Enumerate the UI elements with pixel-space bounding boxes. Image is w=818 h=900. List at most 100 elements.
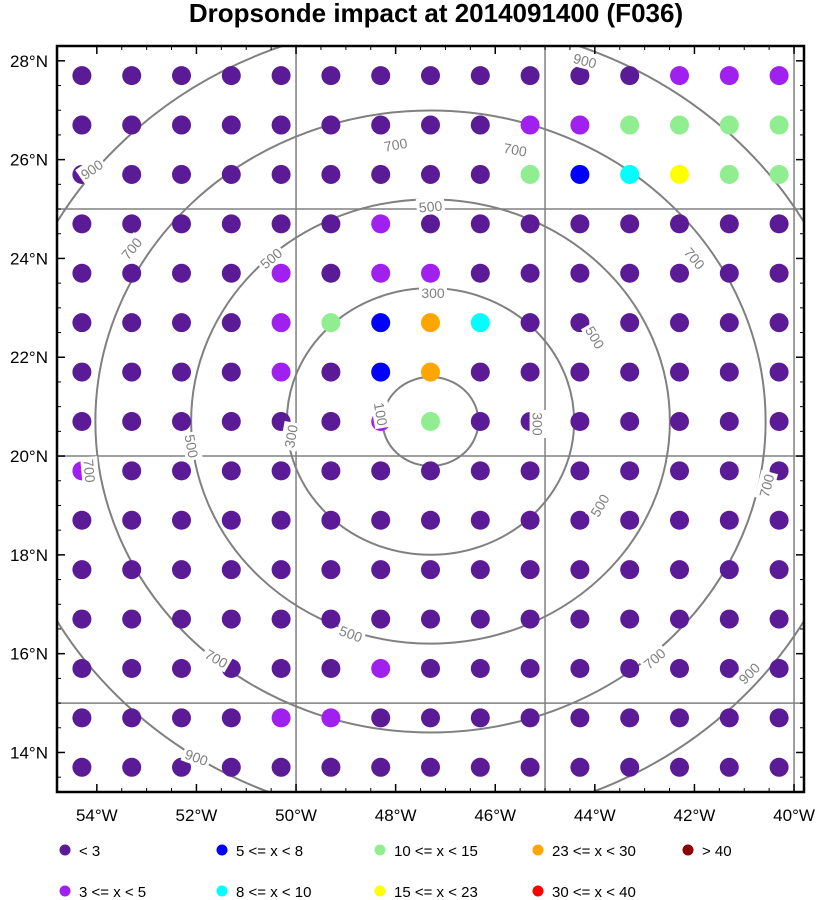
contour-label-background — [585, 488, 614, 522]
impact-point — [769, 708, 789, 728]
impact-point — [421, 757, 440, 777]
legend-swatch — [532, 844, 544, 856]
impact-point — [172, 658, 191, 678]
contour-label-background — [181, 430, 203, 462]
impact-point — [769, 362, 789, 382]
impact-point — [719, 510, 739, 530]
impact-point — [72, 510, 92, 530]
legend-label: 23 <= x < 30 — [552, 843, 636, 860]
impact-point — [122, 66, 142, 86]
y-tick-label: 16°N — [10, 645, 48, 664]
impact-point — [470, 214, 490, 234]
impact-point — [670, 362, 689, 382]
contour-label-text: 700 — [756, 472, 778, 499]
impact-point — [221, 214, 241, 234]
contour-label-background — [499, 138, 531, 161]
impact-point — [72, 214, 92, 234]
legend-item: 30 <= x < 40 — [532, 884, 636, 900]
contour-label-text: 500 — [418, 198, 443, 216]
impact-point — [72, 362, 92, 382]
impact-point — [470, 708, 490, 728]
impact-point — [769, 658, 789, 678]
impact-point — [470, 263, 490, 283]
impact-point — [321, 115, 341, 135]
impact-point — [769, 313, 789, 333]
impact-point — [520, 757, 540, 777]
impact-point — [470, 609, 490, 629]
impact-point — [719, 313, 739, 333]
impact-point — [719, 757, 739, 777]
impact-point — [670, 214, 689, 234]
impact-point — [321, 560, 341, 580]
impact-point — [520, 313, 540, 333]
contour-label-background — [115, 232, 147, 265]
contour-label-background — [370, 398, 392, 430]
impact-point — [670, 609, 689, 629]
impact-point — [221, 708, 241, 728]
legend-item: 3 <= x < 5 — [59, 884, 146, 900]
impact-point — [421, 263, 440, 283]
impact-point — [670, 560, 689, 580]
impact-point — [122, 757, 142, 777]
legend-item: 15 <= x < 23 — [374, 884, 478, 900]
impact-point — [769, 411, 789, 431]
contour-label-text: 700 — [502, 140, 528, 160]
contour-label-background — [754, 469, 779, 502]
impact-point — [620, 66, 640, 86]
impact-point — [321, 411, 341, 431]
contour-label-background — [679, 241, 711, 275]
impact-point — [421, 560, 440, 580]
legend-swatch — [682, 844, 694, 856]
impact-point — [172, 510, 191, 530]
contour-label: 500 — [585, 488, 614, 522]
impact-point — [470, 510, 490, 530]
contour-label: 500 — [181, 430, 203, 462]
impact-point — [620, 708, 640, 728]
impact-point — [670, 313, 689, 333]
contour-label-text: 300 — [530, 412, 546, 436]
impact-point — [421, 708, 440, 728]
impact-point — [620, 461, 640, 481]
impact-point — [719, 263, 739, 283]
x-axis-ticks: 54°W 52°W 50°W 48°W 46°W 44°W 42°W 40°W — [76, 46, 815, 825]
impact-point — [271, 708, 291, 728]
impact-point — [620, 757, 640, 777]
contour-label-background — [380, 133, 411, 156]
impact-point — [321, 757, 341, 777]
impact-point — [769, 214, 789, 234]
impact-point — [670, 164, 689, 184]
impact-point — [570, 214, 590, 234]
impact-point — [172, 66, 191, 86]
impact-point — [421, 461, 440, 481]
impact-point — [769, 757, 789, 777]
impact-point — [371, 510, 391, 530]
contour-label-text: 900 — [572, 50, 599, 72]
impact-point — [769, 66, 789, 86]
impact-point — [122, 362, 142, 382]
x-tick-label: 54°W — [76, 806, 118, 825]
impact-point — [520, 658, 540, 678]
impact-point — [371, 658, 391, 678]
impact-point — [570, 362, 590, 382]
impact-point — [172, 115, 191, 135]
impact-points — [72, 66, 789, 777]
impact-point — [719, 362, 739, 382]
impact-point — [719, 708, 739, 728]
impact-point — [122, 510, 142, 530]
impact-point — [321, 214, 341, 234]
impact-point — [321, 510, 341, 530]
contour-label-background — [334, 620, 368, 647]
impact-point — [620, 214, 640, 234]
impact-point — [321, 658, 341, 678]
impact-point — [122, 609, 142, 629]
y-tick-label: 24°N — [10, 249, 48, 268]
impact-point — [172, 263, 191, 283]
impact-point — [620, 362, 640, 382]
impact-point — [421, 164, 440, 184]
impact-point — [470, 66, 490, 86]
impact-point — [719, 609, 739, 629]
impact-point — [520, 362, 540, 382]
impact-point — [172, 560, 191, 580]
range-ring-700km — [94, 109, 767, 734]
